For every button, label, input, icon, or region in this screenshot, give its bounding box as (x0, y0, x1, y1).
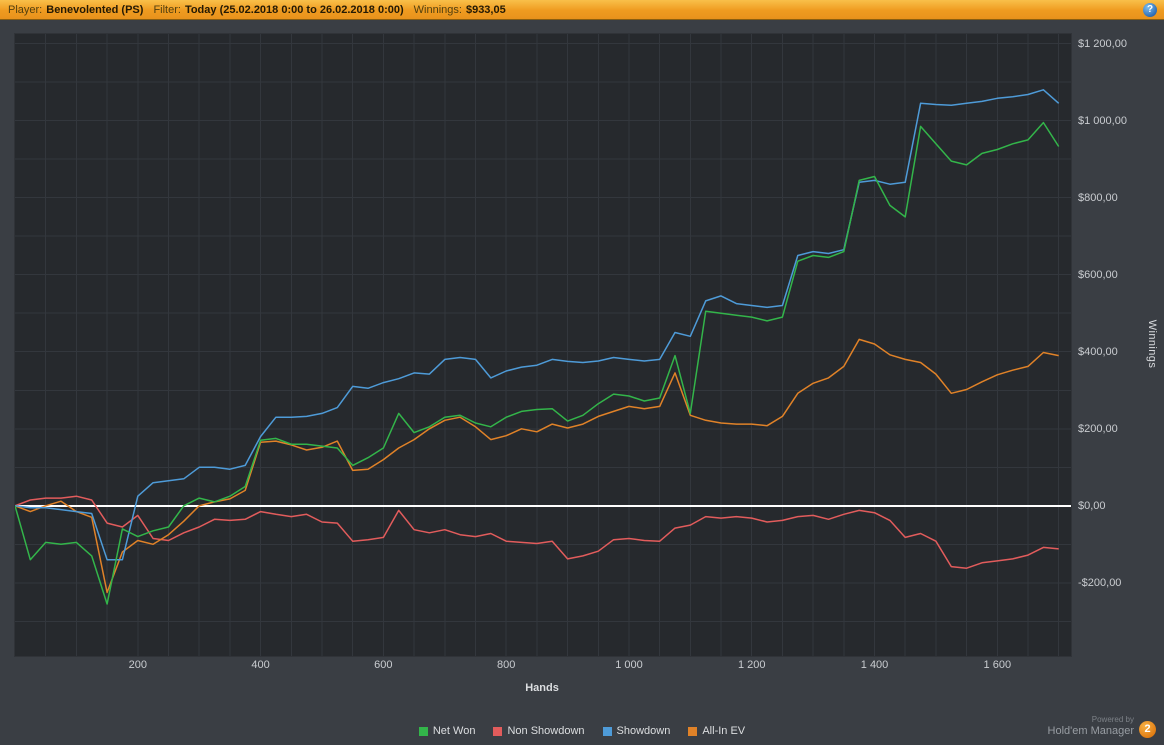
legend-item: Non Showdown (493, 725, 585, 737)
y-tick-label: $400,00 (1078, 345, 1118, 358)
hm2-logo-icon: 2 (1139, 721, 1156, 738)
x-axis-labels: 200 400 600 800 1 000 1 200 1 400 1 600 (15, 659, 1071, 673)
y-axis-title: Winnings (1146, 319, 1158, 369)
chart-panel (14, 33, 1072, 657)
powered-by: Powered by Hold'em Manager 2 (1048, 715, 1156, 738)
legend-item: Net Won (418, 725, 476, 737)
non-showdown-swatch-icon (493, 726, 503, 736)
x-tick-label: 200 (128, 659, 147, 671)
winnings-value: $933,05 (465, 3, 506, 16)
series-net-won (15, 121, 1060, 605)
legend-label: All-In EV (702, 725, 746, 737)
player-value: Benevolented (PS) (46, 3, 144, 16)
legend-label: Non Showdown (507, 725, 585, 737)
winnings-chart[interactable] (15, 34, 1071, 656)
x-tick-label: 800 (496, 659, 516, 671)
powered-by-text: Powered by Hold'em Manager (1048, 715, 1134, 738)
legend-item: All-In EV (688, 725, 745, 737)
y-axis-labels: $1 200,00 $1 000,00 $800,00 $600,00 $400,00 $… (1078, 34, 1162, 656)
y-tick-label: $1 200,00 (1078, 37, 1127, 50)
y-tick-label: $1 000,00 (1078, 114, 1127, 127)
y-tick-label: $0,00 (1078, 499, 1106, 512)
brand-name: Hold'em Manager (1047, 724, 1134, 737)
x-tick-label: 1 600 (983, 659, 1012, 671)
series-all-in-ev (15, 338, 1059, 594)
showdown-swatch-icon (602, 726, 612, 736)
all-in-ev-swatch-icon (688, 726, 698, 736)
top-status-bar: Player: Benevolented (PS) Filter: Today … (0, 0, 1164, 20)
help-icon[interactable]: ? (1143, 3, 1157, 17)
legend-item: Showdown (602, 725, 671, 737)
y-tick-label: $200,00 (1078, 422, 1118, 435)
x-tick-label: 600 (374, 659, 393, 671)
x-tick-label: 400 (251, 659, 270, 671)
y-tick-label: $800,00 (1078, 191, 1118, 204)
series-showdown (15, 89, 1060, 561)
filter-label: Filter: (153, 3, 181, 16)
chart-legend: Net Won Non Showdown Showdown All-In EV (0, 725, 1164, 737)
x-tick-label: 1 200 (737, 659, 766, 671)
filter-value: Today (25.02.2018 0:00 to 26.02.2018 0:0… (184, 3, 404, 16)
legend-label: Net Won (432, 725, 476, 737)
series-non-showdown (15, 495, 1059, 569)
x-tick-label: 1 000 (615, 659, 643, 671)
player-label: Player: (8, 3, 43, 16)
powered-by-label: Powered by (1091, 715, 1134, 725)
y-tick-label: $600,00 (1078, 268, 1118, 281)
winnings-label: Winnings: (413, 3, 462, 16)
net-won-swatch-icon (418, 726, 428, 736)
y-tick-label: -$200,00 (1078, 576, 1122, 589)
legend-label: Showdown (616, 725, 671, 737)
x-axis-title: Hands (525, 682, 559, 694)
x-tick-label: 1 400 (860, 659, 889, 671)
